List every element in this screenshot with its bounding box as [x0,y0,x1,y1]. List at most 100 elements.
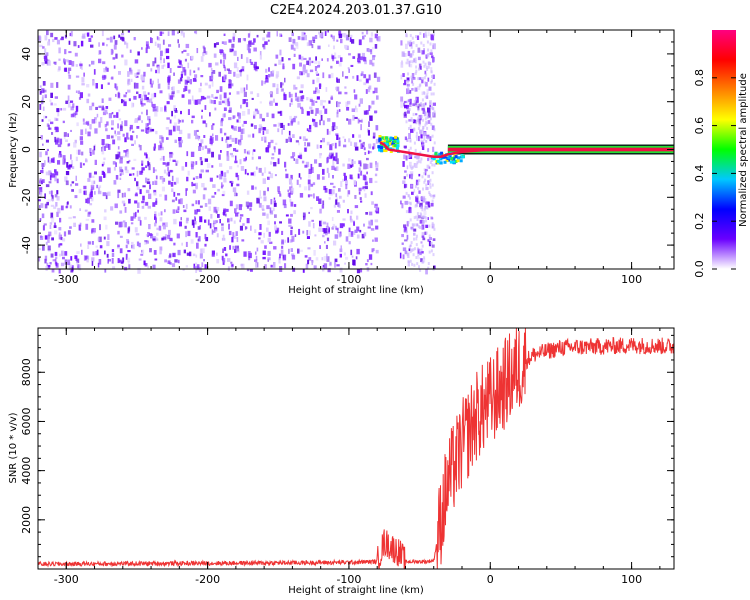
noise-cell [333,125,336,130]
noise-cell [425,120,428,124]
noise-cell [194,31,197,34]
noise-cell [84,190,87,196]
noise-cell [290,44,294,50]
noise-cell [39,205,41,209]
noise-cell [68,143,71,146]
noise-cell [256,247,259,252]
noise-cell [80,140,84,145]
noise-cell [162,222,166,227]
colorbar-label: Normalized spectral amplitude [738,73,749,227]
noise-cell [258,196,263,199]
noise-cell [75,105,79,112]
noise-cell [229,200,233,207]
noise-cell [184,85,188,91]
noise-cell [342,163,345,167]
noise-cell [133,158,137,161]
noise-cell [112,266,116,270]
noise-cell [196,129,199,132]
noise-cell [312,79,315,85]
noise-cell [164,209,166,213]
noise-cell [154,258,158,261]
noise-cell [407,149,410,154]
noise-cell [177,193,181,196]
noise-cell [98,105,102,108]
noise-cell [145,154,148,159]
noise-cell [167,235,171,240]
signal-onset-cell [380,149,384,153]
noise-cell [424,169,427,173]
noise-cell [241,263,245,270]
noise-cell [75,175,77,181]
noise-cell [369,59,373,65]
noise-cell [50,32,54,38]
noise-cell [233,220,236,224]
noise-cell [364,186,368,190]
noise-cell [410,173,413,180]
noise-cell [147,116,151,121]
noise-cell [344,86,347,89]
noise-cell [374,180,378,183]
noise-cell [167,31,170,36]
noise-cell [359,98,363,104]
noise-cell [69,100,74,103]
noise-cell [220,186,224,189]
noise-cell [403,100,407,103]
noise-cell [354,195,357,199]
noise-cell [334,126,338,130]
noise-cell [186,53,190,56]
noise-cell [404,170,407,173]
noise-cell [221,184,224,187]
noise-cell [224,213,227,217]
noise-cell [422,128,424,132]
x-tick-label: 100 [621,573,642,586]
noise-cell [372,56,375,61]
signal-onset-cell [396,144,400,148]
noise-cell [94,171,97,175]
noise-cell [77,90,81,94]
noise-cell [429,185,432,189]
noise-cell [72,103,75,108]
noise-cell [268,171,271,174]
noise-cell [38,199,41,202]
noise-cell [121,99,123,104]
noise-cell [135,233,140,236]
noise-cell [348,227,351,233]
noise-cell [273,162,277,167]
noise-cell [119,166,123,173]
noise-cell [319,83,322,89]
noise-cell [374,44,378,49]
noise-cell [186,76,190,80]
noise-cell [204,264,207,269]
noise-cell [86,98,90,104]
noise-cell [284,161,287,168]
noise-cell [290,156,294,159]
noise-cell [290,120,293,126]
noise-cell [405,43,408,49]
noise-cell [423,137,426,141]
noise-cell [139,145,142,151]
noise-cell [426,93,429,97]
noise-cell [171,263,176,268]
noise-cell [312,40,316,43]
noise-cell [369,177,373,184]
noise-cell [284,239,286,243]
noise-cell [333,240,337,246]
noise-cell [427,157,429,162]
noise-cell [406,58,409,62]
noise-cell [407,72,410,76]
noise-cell [117,244,120,248]
noise-cell [169,151,173,158]
noise-cell [290,182,293,187]
noise-cell [312,119,316,122]
noise-cell [136,91,139,94]
noise-cell [322,120,325,126]
noise-cell [331,143,334,146]
noise-cell [115,221,119,225]
noise-cell [137,268,141,274]
noise-cell [429,117,432,121]
noise-cell [216,252,218,256]
noise-cell [346,118,349,121]
noise-cell [112,161,116,165]
noise-cell [417,253,420,257]
